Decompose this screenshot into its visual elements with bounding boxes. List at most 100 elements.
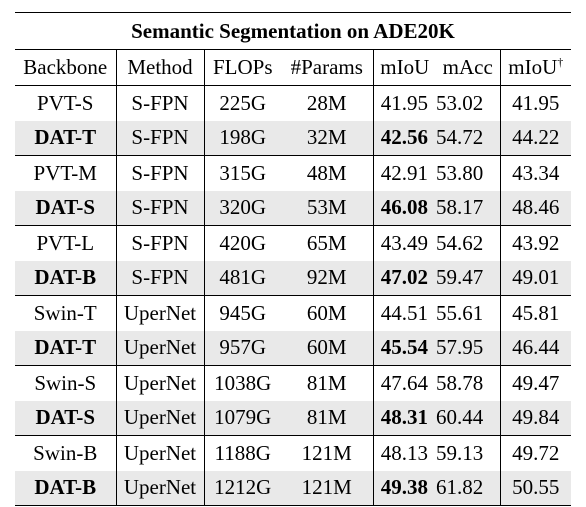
cell-method: S-FPN [116,120,205,156]
cell-miou: 41.95 [380,90,428,115]
cell-backbone: PVT-M [15,155,117,191]
cell-macc: 53.80 [436,155,501,191]
cell-flops: 198G [204,120,281,156]
cell-method: S-FPN [116,155,205,191]
cell-macc: 59.13 [436,435,501,471]
cell-method: S-FPN [116,190,205,226]
dagger-mark: † [557,55,564,69]
cell-miou: 44.51 [373,295,436,331]
cell-method: UperNet [116,470,205,506]
cell-params: 53M [281,190,374,226]
header-row: Backbone Method FLOPs #Params mIoU mAcc … [15,49,571,86]
cell-flops: 957G [204,330,281,366]
cell-flops: 320G [204,190,281,226]
results-table-container: Semantic Segmentation on ADE20K Backbone… [15,12,571,506]
cell-miou: 49.38 [373,470,436,506]
cell-params: 65M [281,225,374,261]
cell-method: S-FPN [116,85,205,121]
cell-flops: 945G [204,295,281,331]
cell-flops: 1079G [204,400,281,436]
top-rule [15,12,571,13]
header-method: Method [116,49,205,86]
cell-miou-ms: 49.84 [500,400,571,436]
cell-method: UperNet [116,295,205,331]
cell-backbone: DAT-B [15,260,117,296]
cell-miou-ms: 49.47 [500,365,571,401]
cell-backbone: DAT-S [15,400,117,436]
cell-params: 81M [281,365,374,401]
table-body: PVT-S S-FPN 225G 28M 41.95 53.02 41.95 DAT-T S-F… [15,85,571,506]
cell-miou: 42.91 [373,155,436,191]
cell-miou: 45.54 [373,330,436,366]
cell-miou-ms: 45.81 [500,295,571,331]
cell-macc: 60.44 [436,400,501,436]
cell-backbone: DAT-T [15,120,117,156]
cell-method: S-FPN [116,225,205,261]
cell-macc: 53.02 [436,85,501,121]
cell-flops: 1212G [204,470,281,506]
cell-miou: 43.49 [373,225,436,261]
table-row: Swin-B UperNet 1188G 121M 48.13 59.13 49.72 [15,435,571,471]
header-flops: FLOPs [204,49,281,86]
cell-params: 32M [281,120,374,156]
table-row: PVT-M S-FPN 315G 48M 42.91 53.80 43.34 [15,155,571,191]
cell-params: 121M [281,470,374,506]
cell-miou-ms: 49.72 [500,435,571,471]
cell-backbone: DAT-S [15,190,117,226]
cell-macc: 58.78 [436,365,501,401]
cell-params: 60M [281,330,374,366]
cell-method: UperNet [116,330,205,366]
cell-method: UperNet [116,435,205,471]
cell-miou: 48.13 [373,435,436,471]
cell-backbone: Swin-T [15,295,117,331]
cell-macc: 59.47 [436,260,501,296]
table-row-ours: DAT-S UperNet 1079G 81M 48.31 60.44 49.84 [15,400,571,436]
cell-method: UperNet [116,365,205,401]
cell-macc: 57.95 [436,330,501,366]
cell-method: UperNet [116,400,205,436]
cell-miou-ms: 43.92 [500,225,571,261]
cell-miou-ms: 49.01 [500,260,571,296]
cell-flops: 315G [204,155,281,191]
cell-params: 60M [281,295,374,331]
table-row-ours: DAT-B S-FPN 481G 92M 47.02 59.47 49.01 [15,260,571,296]
table-row-ours: DAT-B UperNet 1212G 121M 49.38 61.82 50.55 [15,470,571,506]
cell-params: 28M [281,85,374,121]
cell-macc: 54.72 [436,120,501,156]
cell-params: 81M [281,400,374,436]
cell-macc: 55.61 [436,295,501,331]
cell-macc: 61.82 [436,470,501,506]
table-row-ours: DAT-S S-FPN 320G 53M 46.08 58.17 48.46 [15,190,571,226]
table-row: PVT-L S-FPN 420G 65M 43.49 54.62 43.92 [15,225,571,261]
table-row-ours: DAT-T S-FPN 198G 32M 42.56 54.72 44.22 [15,120,571,156]
cell-params: 121M [281,435,374,471]
table-row: Swin-S UperNet 1038G 81M 47.64 58.78 49.47 [15,365,571,401]
cell-params: 92M [281,260,374,296]
cell-backbone: Swin-S [15,365,117,401]
cell-miou-ms: 48.46 [500,190,571,226]
cell-miou: 46.08 [373,190,436,226]
cell-miou: 47.02 [373,260,436,296]
cell-flops: 420G [204,225,281,261]
table-row-ours: DAT-T UperNet 957G 60M 45.54 57.95 46.44 [15,330,571,366]
cell-miou: 48.31 [373,400,436,436]
cell-backbone: DAT-B [15,470,117,506]
header-miou-ms-label: mIoU [508,55,558,79]
table-title: Semantic Segmentation on ADE20K [131,19,455,43]
cell-flops: 1188G [204,435,281,471]
cell-miou: 47.64 [373,365,436,401]
cell-params: 48M [281,155,374,191]
cell-method: S-FPN [116,260,205,296]
cell-flops: 225G [219,90,267,115]
cell-miou-ms: 50.55 [500,470,571,506]
header-backbone: Backbone [15,49,117,86]
cell-flops: 1038G [204,365,281,401]
cell-backbone: DAT-T [15,330,117,366]
header-macc: mAcc [436,49,501,86]
results-table: Backbone Method FLOPs #Params mIoU mAcc … [15,49,571,506]
header-params: #Params [281,49,374,86]
table-row: Swin-T UperNet 945G 60M 44.51 55.61 45.81 [15,295,571,331]
cell-miou-ms: 41.95 [512,90,560,115]
cell-flops: 481G [204,260,281,296]
cell-miou-ms: 43.34 [500,155,571,191]
